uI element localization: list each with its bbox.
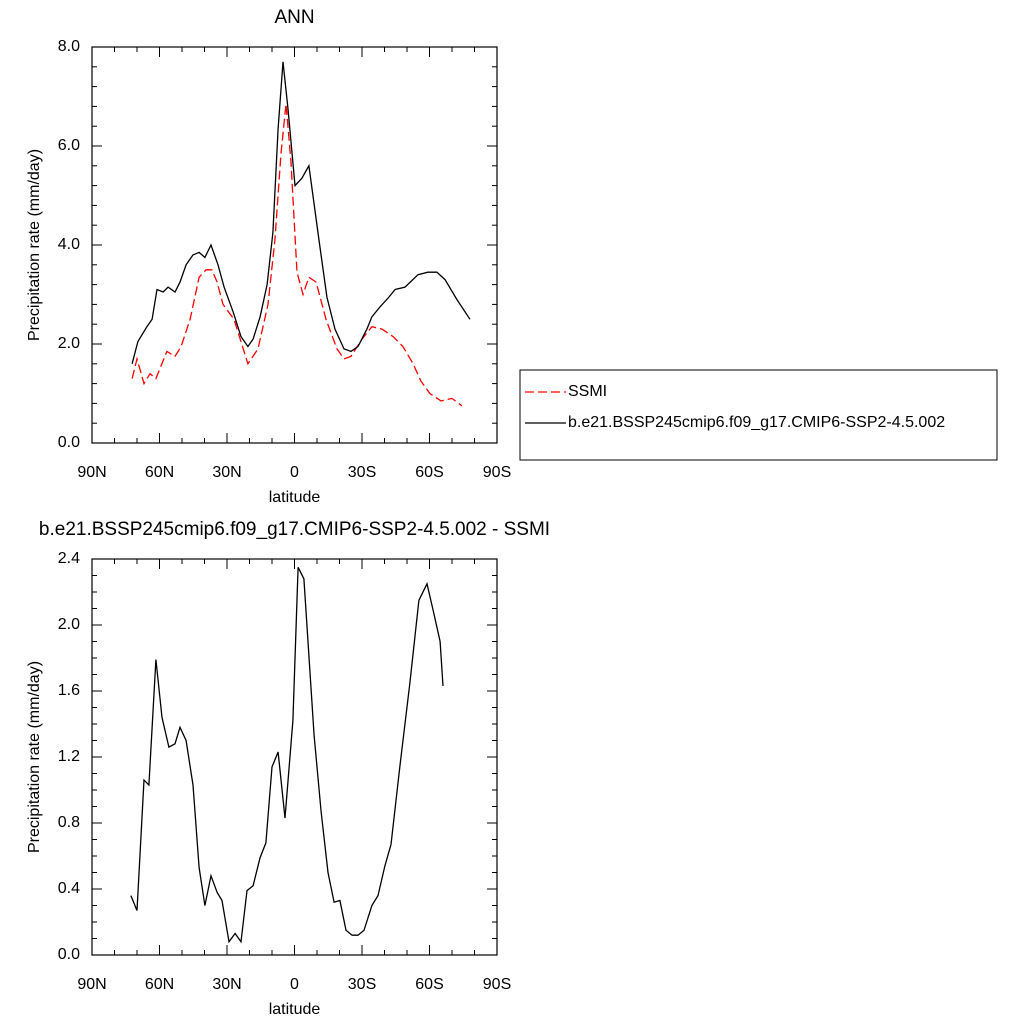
data-line <box>130 567 444 944</box>
y-tick-label: 1.6 <box>58 682 80 699</box>
x-axis-label: latitude <box>269 1001 321 1018</box>
x-tick-label: 60N <box>145 976 174 993</box>
x-tick-label: 90S <box>483 976 511 993</box>
x-tick-label: 30N <box>212 976 241 993</box>
y-tick-label: 0.0 <box>58 946 80 963</box>
x-tick-label: 60S <box>415 464 443 481</box>
x-tick-label: 90S <box>483 464 511 481</box>
y-tick-label: 2.4 <box>58 550 80 567</box>
chart-title: b.e21.BSSP245cmip6.f09_g17.CMIP6-SSP2-4.… <box>39 519 550 540</box>
chart-title: ANN <box>274 7 314 28</box>
y-tick-label: 0.4 <box>58 880 80 897</box>
x-tick-label: 30S <box>348 976 376 993</box>
legend-label: b.e21.BSSP245cmip6.f09_g17.CMIP6-SSP2-4.… <box>568 414 945 431</box>
x-tick-label: 0 <box>290 976 299 993</box>
y-tick-label: 6.0 <box>58 137 80 154</box>
y-tick-label: 0.0 <box>58 434 80 451</box>
legend-label: SSMI <box>568 383 607 400</box>
y-axis-label: Precipitation rate (mm/day) <box>26 661 43 853</box>
x-tick-label: 60S <box>415 976 443 993</box>
y-tick-label: 1.2 <box>58 748 80 765</box>
y-axis-label: Precipitation rate (mm/day) <box>26 149 43 341</box>
x-tick-label: 90N <box>77 976 106 993</box>
y-tick-label: 4.0 <box>58 236 80 253</box>
x-tick-label: 90N <box>77 464 106 481</box>
y-tick-label: 8.0 <box>58 38 80 55</box>
x-axis-label: latitude <box>269 489 321 506</box>
plot-frame <box>91 558 498 956</box>
data-line <box>131 103 463 407</box>
data-line <box>131 61 471 364</box>
x-tick-label: 0 <box>290 464 299 481</box>
plot-frame <box>91 46 498 444</box>
y-tick-label: 0.8 <box>58 814 80 831</box>
x-tick-label: 30S <box>348 464 376 481</box>
x-tick-label: 60N <box>145 464 174 481</box>
y-tick-label: 2.0 <box>58 616 80 633</box>
y-tick-label: 2.0 <box>58 335 80 352</box>
legend-box <box>519 369 998 461</box>
x-tick-label: 30N <box>212 464 241 481</box>
